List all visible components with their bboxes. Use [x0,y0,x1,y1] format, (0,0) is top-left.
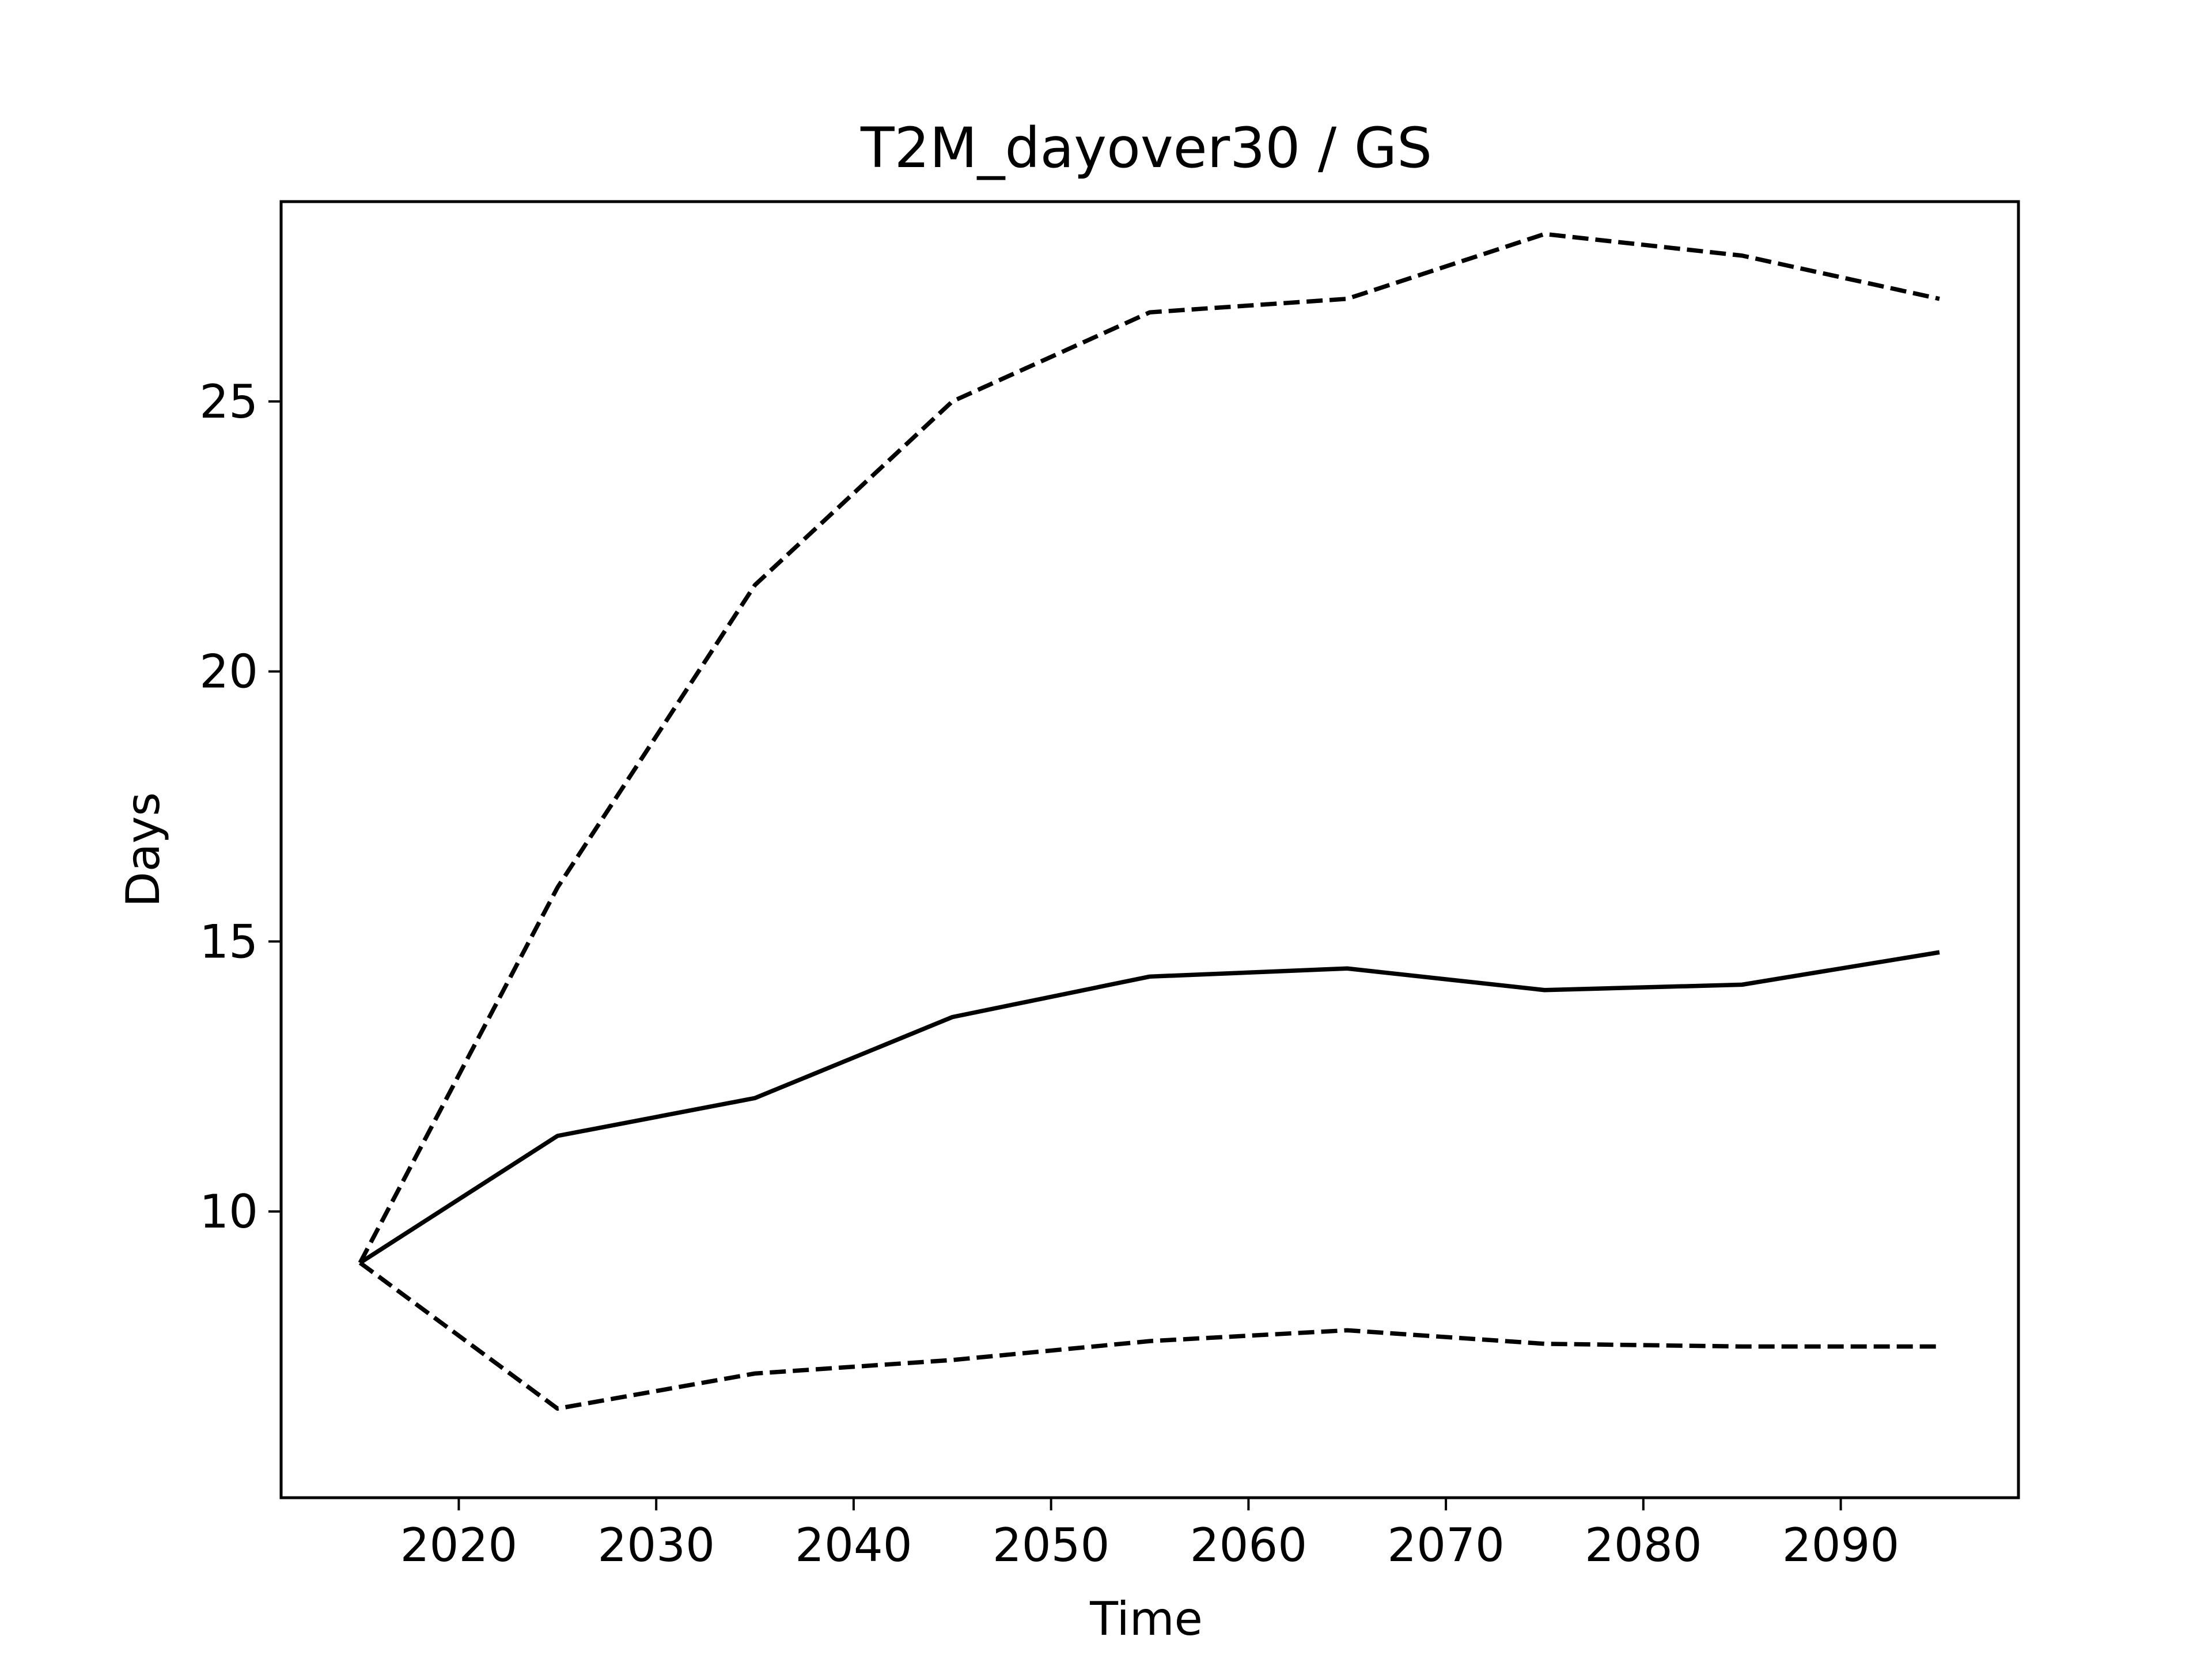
lower-bound-line [358,1261,1940,1411]
y-axis-label: Days [116,792,170,907]
y-tick-label: 15 [199,915,258,968]
x-tick-label: 2060 [1190,1518,1308,1572]
y-tick-label: 10 [199,1185,258,1238]
x-tick-label: 2050 [993,1518,1110,1572]
x-tick-label: 2080 [1585,1518,1702,1572]
x-tick-label: 2040 [795,1518,912,1572]
mean-line [359,950,1940,1265]
x-axis: 2020 2030 2040 2050 2060 2070 2080 2090 [400,1498,1900,1572]
x-tick-label: 2020 [400,1518,518,1572]
y-axis: 10 15 20 25 [199,375,281,1238]
series-layer [358,232,1940,1411]
x-axis-label: Time [1089,1592,1203,1646]
y-tick-label: 20 [199,645,258,699]
y-tick-label: 25 [199,375,258,429]
x-tick-label: 2030 [597,1518,715,1572]
upper-bound-line [358,232,1940,1264]
x-tick-label: 2070 [1387,1518,1505,1572]
plot-frame [279,200,2020,1499]
x-tick-label: 2090 [1782,1518,1900,1572]
chart-title: T2M_dayover30 / GS [860,116,1432,180]
